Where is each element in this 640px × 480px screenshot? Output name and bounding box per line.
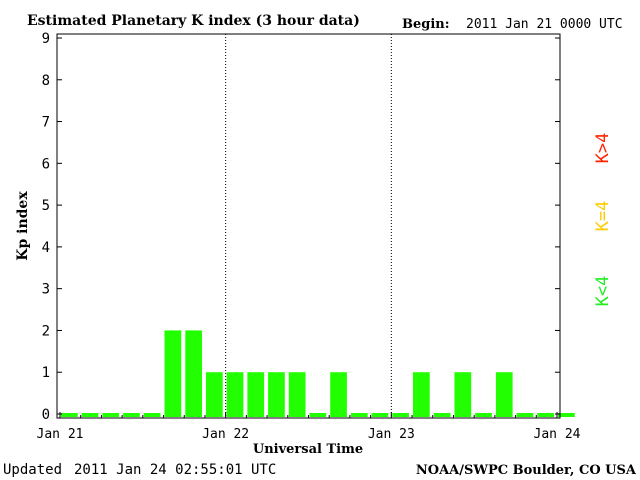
- day-dividers: [225, 34, 392, 418]
- legend-k-less-4: K<4: [593, 276, 613, 307]
- kp-bar: [288, 372, 306, 417]
- y-tick-label: 1: [42, 365, 50, 381]
- kp-bar: [371, 413, 389, 417]
- y-tick-label: 8: [42, 73, 50, 89]
- legend-k-greater-4: K>4: [593, 133, 613, 164]
- kp-bar: [81, 413, 99, 417]
- x-axis-label: Universal Time: [253, 442, 363, 457]
- y-tick-label: 7: [42, 115, 50, 131]
- x-tick-label: Jan 24: [534, 427, 581, 442]
- updated-label: Updated: [3, 462, 62, 478]
- y-tick-label: 3: [42, 282, 50, 298]
- kp-bar: [516, 413, 534, 417]
- kp-bar: [537, 413, 554, 417]
- plot-frame: [56, 33, 561, 419]
- y-axis-label: Kp index: [15, 191, 31, 261]
- kp-bar: [206, 372, 223, 417]
- kp-bar: [61, 413, 78, 417]
- kp-bar: [495, 372, 513, 417]
- kp-bar: [102, 413, 120, 417]
- y-tick-label: 2: [42, 323, 50, 339]
- updated-value: 2011 Jan 24 02:55:01 UTC: [74, 462, 276, 478]
- y-tick-label: 9: [42, 31, 50, 47]
- kp-bar: [247, 372, 265, 417]
- source-credit: NOAA/SWPC Boulder, CO USA: [416, 463, 637, 478]
- y-axis: 0 1 2 3 4 5 6 7 8 9: [42, 31, 560, 423]
- kp-bar: [164, 330, 182, 417]
- kp-bar: [475, 413, 492, 417]
- kp-bar: [330, 372, 347, 417]
- y-tick-label: 0: [42, 407, 50, 423]
- kp-bar: [350, 413, 368, 417]
- chart-title: Estimated Planetary K index (3 hour data…: [27, 13, 360, 29]
- kp-bar: [268, 372, 285, 417]
- begin-value: 2011 Jan 21 0000 UTC: [466, 17, 623, 32]
- kp-bar: [413, 372, 430, 417]
- kp-bar: [558, 413, 575, 417]
- kp-bar: [226, 372, 244, 417]
- kp-bar: [454, 372, 472, 417]
- y-tick-label: 4: [42, 240, 50, 256]
- legend-k-equal-4: K=4: [593, 201, 613, 232]
- kp-bar: [309, 413, 327, 417]
- bar-group: [61, 330, 575, 417]
- kp-bar: [185, 330, 202, 417]
- begin-label: Begin:: [402, 17, 450, 32]
- x-tick-label: Jan 21: [37, 427, 84, 442]
- y-tick-label: 6: [42, 156, 50, 172]
- kp-bar: [392, 413, 409, 417]
- kp-bar: [433, 413, 451, 417]
- kp-bar: [143, 413, 161, 417]
- kp-bar: [123, 413, 140, 417]
- x-tick-label: Jan 23: [368, 427, 415, 442]
- x-axis: Jan 21 Jan 22 Jan 23 Jan 24: [37, 412, 581, 442]
- y-tick-label: 5: [42, 198, 50, 214]
- x-tick-label: Jan 22: [202, 427, 249, 442]
